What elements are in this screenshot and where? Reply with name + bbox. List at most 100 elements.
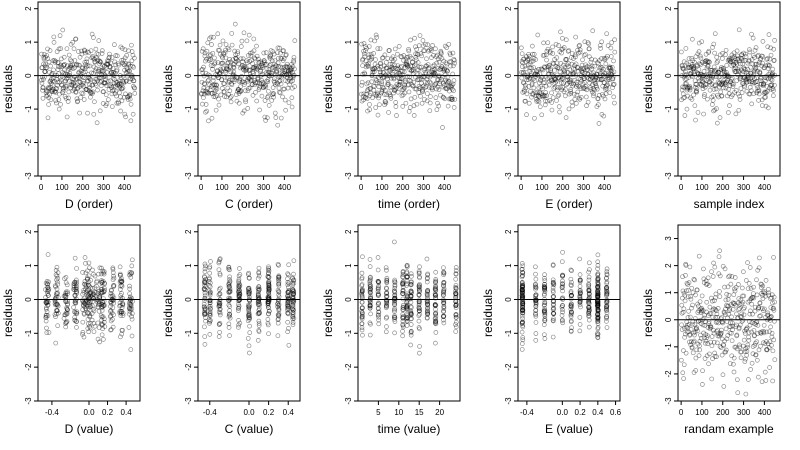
point: [592, 80, 598, 86]
point: [690, 66, 696, 72]
point: [252, 55, 257, 61]
point: [270, 49, 276, 54]
point: [428, 94, 433, 99]
point: [701, 83, 706, 89]
point: [763, 63, 769, 69]
point: [214, 93, 220, 98]
point: [114, 100, 120, 106]
point: [520, 60, 525, 66]
point: [90, 292, 95, 298]
point: [252, 56, 258, 62]
point: [602, 96, 608, 102]
point: [90, 267, 95, 273]
point: [695, 51, 701, 57]
point: [113, 62, 118, 68]
point: [261, 50, 267, 56]
point: [759, 53, 765, 59]
point: [701, 111, 706, 117]
point: [101, 316, 107, 322]
point: [216, 334, 222, 339]
point: [434, 60, 440, 66]
point: [447, 88, 452, 94]
point: [268, 61, 274, 67]
point: [128, 118, 134, 124]
point: [83, 282, 89, 288]
point: [435, 56, 441, 62]
point: [693, 117, 698, 123]
point: [742, 58, 748, 63]
point: [595, 77, 601, 83]
point: [231, 65, 237, 71]
point: [588, 85, 593, 90]
point: [769, 82, 775, 87]
point: [583, 84, 589, 89]
point: [50, 76, 56, 81]
point: [227, 79, 232, 85]
point: [402, 82, 407, 88]
point: [706, 361, 711, 367]
point: [248, 67, 253, 73]
x-tick-label: 0: [679, 183, 684, 192]
point: [253, 64, 259, 69]
point: [76, 49, 81, 54]
point: [207, 284, 213, 290]
point: [743, 391, 749, 397]
point: [731, 62, 736, 67]
point: [682, 298, 688, 304]
point: [112, 42, 117, 48]
x-tick-label: 5: [376, 408, 381, 417]
point: [262, 58, 267, 64]
point: [238, 88, 244, 94]
y-tick-label: -1: [664, 105, 673, 113]
point: [433, 54, 439, 59]
point: [425, 62, 431, 67]
point: [416, 90, 422, 95]
point: [686, 85, 692, 91]
point: [207, 53, 213, 59]
point: [563, 57, 569, 63]
point: [260, 81, 266, 87]
point: [604, 31, 610, 37]
point: [720, 79, 726, 85]
point: [695, 63, 700, 69]
point: [584, 87, 590, 93]
point: [74, 266, 79, 271]
point: [378, 90, 384, 96]
point: [419, 100, 425, 106]
point: [392, 330, 397, 336]
point: [71, 81, 76, 87]
point: [389, 64, 395, 70]
point: [739, 285, 745, 291]
point: [442, 66, 447, 72]
point: [39, 65, 45, 71]
point: [83, 64, 89, 70]
point: [74, 62, 80, 68]
point: [746, 377, 751, 382]
point: [577, 328, 583, 334]
point: [748, 286, 754, 291]
point: [575, 65, 581, 71]
point: [44, 65, 50, 70]
point: [213, 85, 219, 91]
point: [227, 304, 233, 309]
point: [535, 72, 540, 77]
point: [235, 86, 241, 92]
point: [219, 77, 225, 83]
x-tick-label: 0: [679, 408, 684, 417]
point: [375, 46, 381, 51]
point: [422, 79, 428, 85]
point: [53, 98, 59, 103]
point: [288, 67, 294, 73]
point: [64, 83, 70, 89]
y-tick-label: 0: [344, 73, 353, 78]
point: [710, 74, 716, 80]
point: [587, 267, 592, 272]
point: [569, 61, 575, 67]
point: [751, 284, 756, 290]
point: [225, 60, 230, 66]
point: [205, 40, 211, 46]
point: [530, 51, 535, 57]
point: [423, 63, 429, 69]
point: [703, 58, 709, 63]
point: [276, 85, 282, 91]
